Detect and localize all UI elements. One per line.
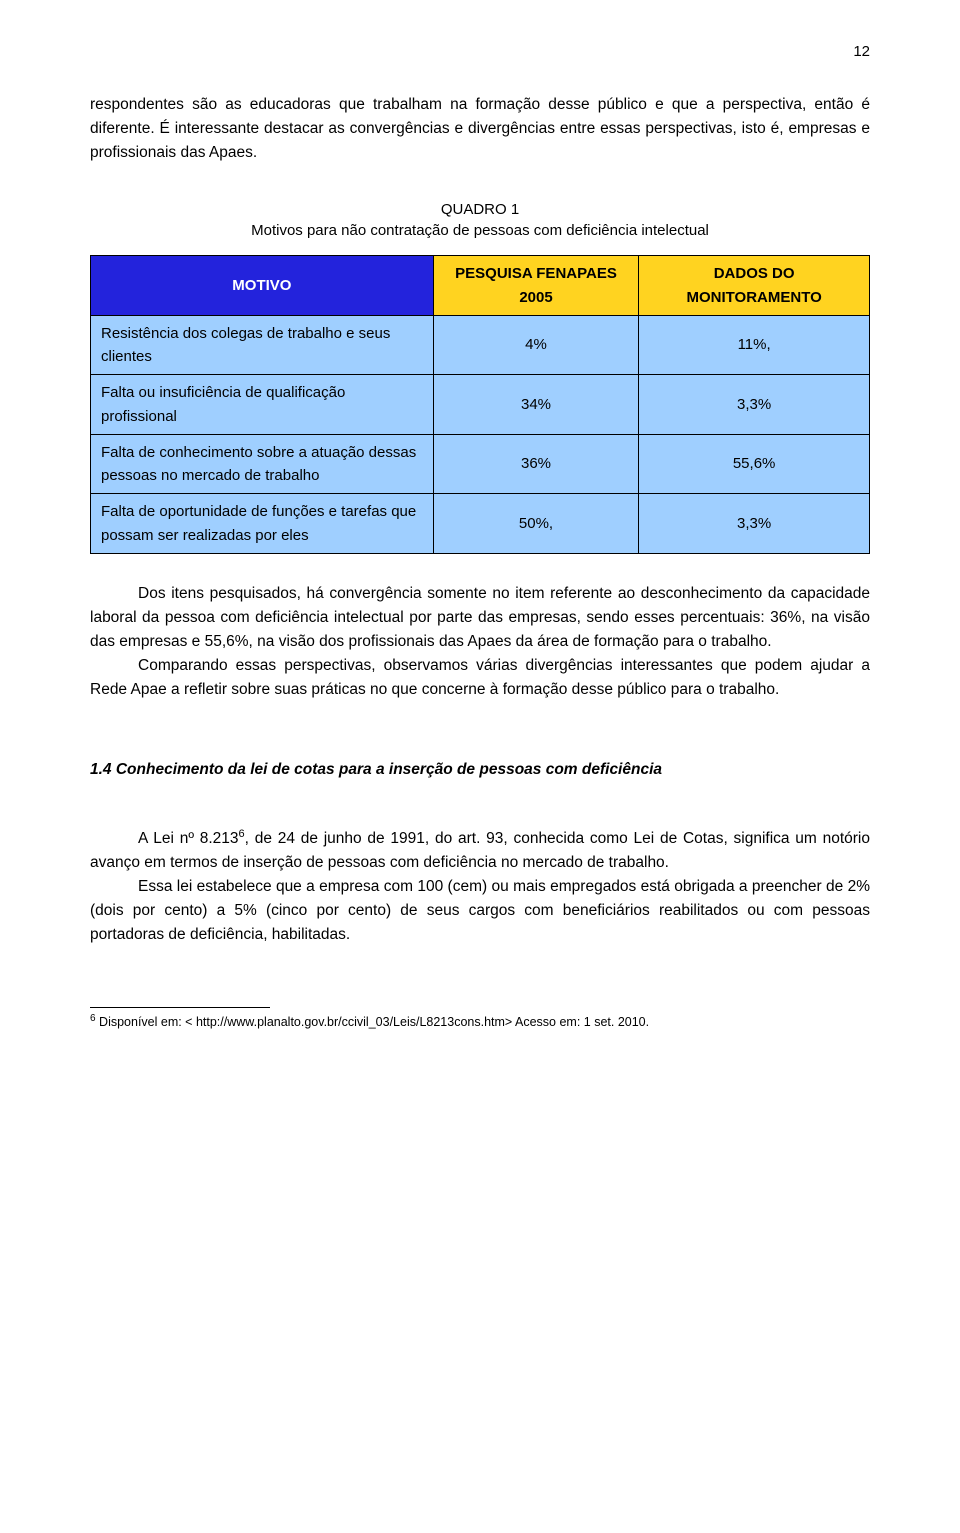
col-header-motivo: MOTIVO xyxy=(91,256,434,316)
row-label: Falta de conhecimento sobre a atuação de… xyxy=(91,434,434,494)
row-value: 55,6% xyxy=(639,434,870,494)
quadro-1-table: MOTIVO PESQUISA FENAPAES 2005 DADOS DO M… xyxy=(90,255,870,554)
row-label: Falta ou insuficiência de qualificação p… xyxy=(91,375,434,435)
col-header-dados: DADOS DO MONITORAMENTO xyxy=(639,256,870,316)
text-fragment: A Lei nº 8.213 xyxy=(138,830,239,847)
row-value: 3,3% xyxy=(639,494,870,554)
footnote-text: Disponível em: < http://www.planalto.gov… xyxy=(96,1015,650,1029)
row-value: 34% xyxy=(433,375,639,435)
footnote-separator xyxy=(90,1007,270,1008)
table-row: Falta de oportunidade de funções e taref… xyxy=(91,494,870,554)
page-number: 12 xyxy=(90,40,870,63)
paragraph-convergencia: Dos itens pesquisados, há convergência s… xyxy=(90,582,870,654)
caption-line2: Motivos para não contratação de pessoas … xyxy=(251,222,709,239)
row-value: 50%, xyxy=(433,494,639,554)
paragraph-lei-cotas: A Lei nº 8.2136, de 24 de junho de 1991,… xyxy=(90,826,870,875)
paragraph-comparando: Comparando essas perspectivas, observamo… xyxy=(90,654,870,702)
paragraph-intro: respondentes são as educadoras que traba… xyxy=(90,93,870,165)
paragraph-lei-estabelece: Essa lei estabelece que a empresa com 10… xyxy=(90,875,870,947)
table-row: Falta de conhecimento sobre a atuação de… xyxy=(91,434,870,494)
col-header-pesquisa: PESQUISA FENAPAES 2005 xyxy=(433,256,639,316)
row-label: Resistência dos colegas de trabalho e se… xyxy=(91,315,434,375)
row-value: 3,3% xyxy=(639,375,870,435)
table-caption: QUADRO 1 Motivos para não contratação de… xyxy=(90,199,870,241)
row-value: 11%, xyxy=(639,315,870,375)
caption-line1: QUADRO 1 xyxy=(441,201,519,218)
row-value: 36% xyxy=(433,434,639,494)
section-heading-1-4: 1.4 Conhecimento da lei de cotas para a … xyxy=(90,758,870,782)
row-label: Falta de oportunidade de funções e taref… xyxy=(91,494,434,554)
table-row: Resistência dos colegas de trabalho e se… xyxy=(91,315,870,375)
footnote-6: 6 Disponível em: < http://www.planalto.g… xyxy=(90,1012,870,1030)
table-row: Falta ou insuficiência de qualificação p… xyxy=(91,375,870,435)
row-value: 4% xyxy=(433,315,639,375)
